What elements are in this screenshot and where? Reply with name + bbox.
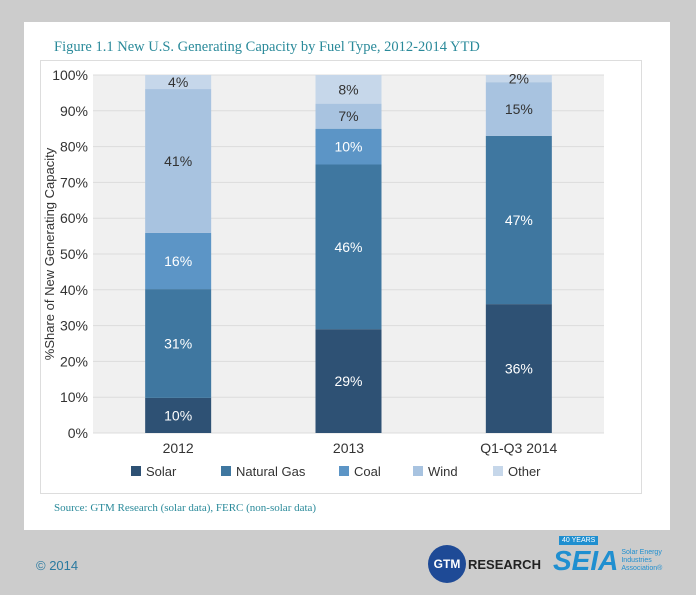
bar-segment-coal [315, 128, 382, 165]
legend-swatch [339, 466, 349, 476]
stacked-bar-chart: 0% 10% 20% 30% 40% 50% 60% 70% 80% 90% 100% %Share … [42, 67, 604, 479]
bar-segment-solar [145, 397, 212, 433]
legend-label: Coal [354, 464, 381, 479]
y-tick-label: 60% [60, 210, 88, 226]
bar-segment-natural-gas [145, 289, 212, 398]
chart-box: 0% 10% 20% 30% 40% 50% 60% 70% 80% 90% 100% %Share … [40, 60, 642, 494]
seia-text: SEIA [553, 545, 619, 576]
source-note: Source: GTM Research (solar data), FERC … [54, 502, 317, 514]
legend-label: Solar [146, 464, 177, 479]
y-tick-label: 80% [60, 139, 88, 155]
x-tick-label: 2013 [333, 440, 364, 456]
y-tick-label: 50% [60, 246, 88, 262]
bar-segment-other [485, 75, 552, 83]
data-label: 10% [164, 407, 192, 423]
data-label: 10% [334, 139, 362, 155]
figure-title: Figure 1.1 New U.S. Generating Capacity … [54, 39, 480, 55]
bar-segment-other [145, 75, 212, 90]
y-tick-label: 20% [60, 353, 88, 369]
data-label: 8% [338, 81, 358, 97]
gtm-research-logo: GTM RESEARCH [428, 545, 541, 583]
data-label: 46% [334, 239, 362, 255]
y-tick-label: 10% [60, 389, 88, 405]
legend-label: Other [508, 464, 541, 479]
bar-segment-wind [485, 82, 552, 136]
data-label: 29% [334, 373, 362, 389]
y-tick-label: 90% [60, 103, 88, 119]
data-label: 47% [505, 212, 533, 228]
x-tick-label: Q1-Q3 2014 [480, 440, 557, 456]
legend-label: Wind [428, 464, 458, 479]
data-label: 41% [164, 153, 192, 169]
legend-label: Natural Gas [236, 464, 306, 479]
legend-swatch [131, 466, 141, 476]
legend-swatch [413, 466, 423, 476]
bar-segment-solar [315, 329, 382, 433]
x-tick-label: 2012 [163, 440, 194, 456]
data-label: 4% [168, 74, 188, 90]
bar-segment-wind [145, 89, 212, 233]
seia-name: Solar Energy Industries Association® [621, 549, 663, 572]
y-axis-label: %Share of New Generating Capacity [42, 147, 57, 360]
bar-segment-solar [485, 304, 552, 433]
seia-years: 40 YEARS [559, 536, 599, 545]
y-tick-label: 0% [68, 425, 88, 441]
legend-swatch [221, 466, 231, 476]
gtm-text: RESEARCH [468, 556, 541, 572]
data-label: 2% [509, 71, 529, 87]
data-label: 16% [164, 253, 192, 269]
seia-logo: 40 YEARS SEIA Solar Energy Industries Asso… [553, 536, 671, 576]
data-label: 15% [505, 101, 533, 117]
data-label: 7% [338, 108, 358, 124]
y-tick-label: 30% [60, 318, 88, 334]
bar-segment-natural-gas [485, 135, 552, 305]
bar-segment-wind [315, 103, 382, 129]
y-tick-label: 40% [60, 282, 88, 298]
bar-segment-natural-gas [315, 164, 382, 330]
copyright: © 2014 [36, 558, 79, 573]
y-tick-label: 100% [52, 67, 88, 83]
gtm-badge: GTM [428, 545, 466, 583]
data-label: 36% [505, 361, 533, 377]
bar-segment-other [315, 75, 382, 104]
y-tick-label: 70% [60, 174, 88, 190]
bar-segment-coal [145, 232, 212, 290]
data-label: 31% [164, 336, 192, 352]
legend-swatch [493, 466, 503, 476]
